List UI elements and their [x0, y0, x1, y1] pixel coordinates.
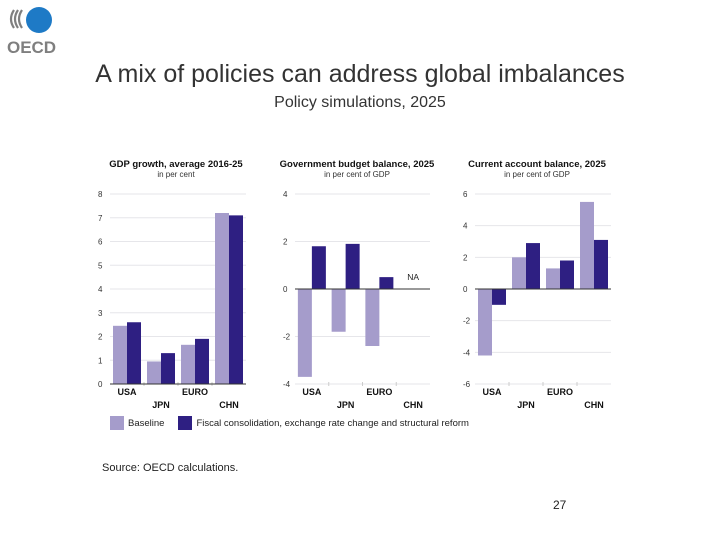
y-tick-label: 7	[98, 214, 103, 223]
y-tick-label: 5	[98, 261, 103, 270]
x-tick-label: JPN	[337, 400, 355, 410]
page-number: 27	[553, 498, 567, 512]
chart-subtitle: in per cent	[157, 170, 195, 179]
y-tick-label: 4	[98, 285, 103, 294]
y-tick-label: 3	[98, 309, 103, 318]
bar-usa-policy	[492, 289, 506, 305]
x-tick-label: JPN	[517, 400, 535, 410]
slide-title: A mix of policies can address global imb…	[95, 60, 625, 88]
y-tick-label: 1	[98, 356, 103, 365]
x-tick-label: CHN	[584, 400, 604, 410]
bar-usa-baseline	[478, 289, 492, 356]
legend: Baseline Fiscal consolidation, exchange …	[110, 416, 469, 430]
x-tick-label: CHN	[219, 400, 239, 410]
y-tick-label: 0	[463, 285, 468, 294]
y-tick-label: -4	[283, 380, 291, 389]
chart-title: Current account balance, 2025	[468, 159, 607, 170]
y-tick-label: -2	[283, 333, 291, 342]
y-tick-label: 0	[98, 380, 103, 389]
y-tick-label: -6	[463, 380, 471, 389]
bar-euro-baseline	[365, 289, 380, 346]
x-tick-label: CHN	[403, 400, 423, 410]
y-tick-label: -2	[463, 317, 471, 326]
bar-jpn-baseline	[147, 361, 161, 384]
svg-text:OECD: OECD	[7, 38, 56, 56]
x-tick-label: EURO	[366, 387, 392, 397]
x-tick-label: USA	[482, 387, 502, 397]
y-tick-label: 6	[463, 190, 468, 199]
source-note: Source: OECD calculations.	[102, 462, 239, 474]
legend-swatch-baseline	[110, 416, 124, 430]
y-tick-label: 6	[98, 238, 103, 247]
x-tick-label: JPN	[152, 400, 170, 410]
x-tick-label: USA	[117, 387, 137, 397]
chart-title: GDP growth, average 2016-25	[109, 159, 243, 170]
bar-usa-baseline	[113, 325, 127, 384]
bar-jpn-policy	[161, 353, 175, 384]
x-tick-label: USA	[302, 387, 322, 397]
chart-subtitle: in per cent of GDP	[504, 170, 570, 179]
bar-euro-policy	[195, 338, 209, 384]
legend-label-policy: Fiscal consolidation, exchange rate chan…	[196, 417, 469, 429]
y-tick-label: 0	[283, 285, 288, 294]
chart-title: Government budget balance, 2025	[280, 159, 435, 170]
bar-euro-policy	[560, 260, 574, 289]
bar-usa-baseline	[297, 289, 312, 377]
y-tick-label: 2	[98, 333, 103, 342]
y-tick-label: 2	[463, 253, 468, 262]
bar-chn-policy	[229, 215, 243, 384]
y-tick-label: 4	[283, 190, 288, 199]
legend-label-baseline: Baseline	[128, 417, 165, 429]
bar-euro-baseline	[181, 344, 195, 384]
oecd-logo: OECD	[7, 7, 56, 56]
y-tick-label: 2	[283, 238, 288, 247]
legend-swatch-policy	[178, 416, 193, 430]
x-tick-label: EURO	[547, 387, 573, 397]
bar-euro-baseline	[546, 268, 560, 289]
y-tick-label: 4	[463, 222, 468, 231]
x-tick-label: EURO	[182, 387, 208, 397]
slide-subtitle: Policy simulations, 2025	[274, 94, 446, 111]
bar-jpn-policy	[345, 243, 360, 289]
bar-jpn-baseline	[331, 289, 346, 332]
bar-chn-baseline	[215, 213, 229, 384]
bar-usa-policy	[311, 246, 326, 289]
y-tick-label: 8	[98, 190, 103, 199]
bar-euro-policy	[379, 277, 394, 289]
bar-chn-baseline	[580, 201, 594, 289]
y-tick-label: -4	[463, 348, 471, 357]
chart-subtitle: in per cent of GDP	[324, 170, 390, 179]
bar-usa-policy	[127, 322, 141, 384]
na-annotation: NA	[407, 272, 419, 282]
bar-jpn-baseline	[512, 257, 526, 289]
bar-chn-policy	[594, 239, 608, 289]
bar-jpn-policy	[526, 243, 540, 289]
